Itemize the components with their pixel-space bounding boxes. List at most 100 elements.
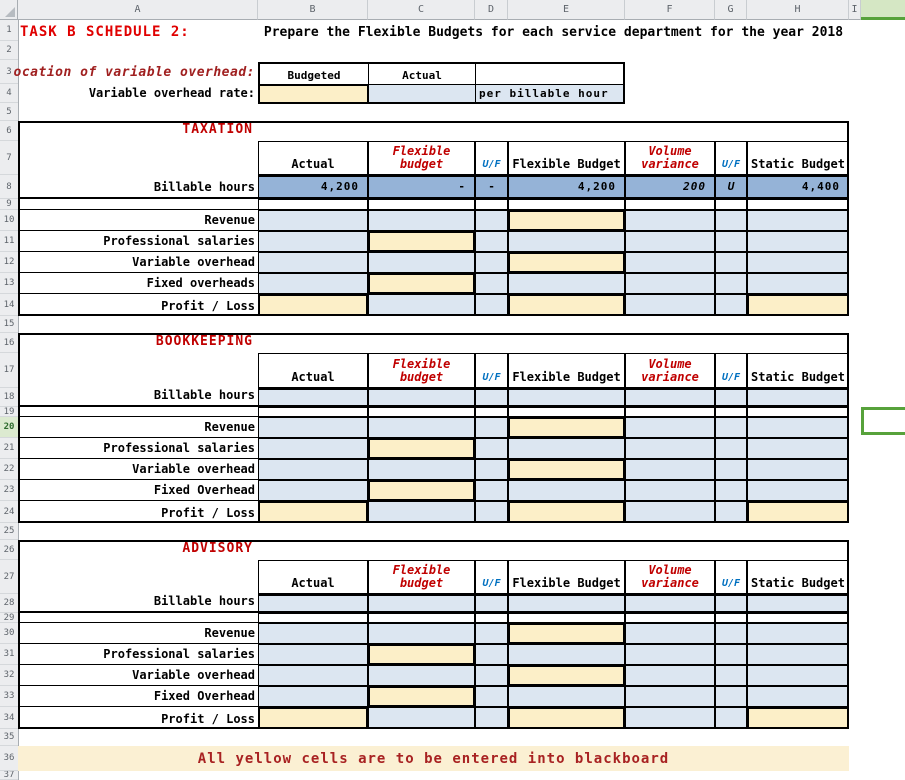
- cell-H34-advisory-input[interactable]: [747, 707, 849, 729]
- cell-G20-bookkeeping[interactable]: [715, 417, 747, 438]
- cell-H14-taxation-input[interactable]: [747, 294, 849, 316]
- row-header-22[interactable]: 22: [0, 459, 18, 480]
- cell-D11-taxation[interactable]: [475, 231, 508, 252]
- cell-G8-taxation-billable[interactable]: U: [715, 175, 747, 199]
- cell-G12-taxation[interactable]: [715, 252, 747, 273]
- cell-B22-bookkeeping[interactable]: [258, 459, 368, 480]
- row-header-24[interactable]: 24: [0, 501, 18, 523]
- cell-B11-taxation[interactable]: [258, 231, 368, 252]
- cell-C19-bookkeeping-spacer[interactable]: [368, 407, 475, 417]
- sheet-title[interactable]: Prepare the Flexible Budgets for each se…: [263, 25, 844, 40]
- cell-E33-advisory[interactable]: [508, 686, 625, 707]
- cell-F34-advisory[interactable]: [625, 707, 715, 729]
- cell-E23-bookkeeping[interactable]: [508, 480, 625, 501]
- cell-G18-bookkeeping-billable[interactable]: [715, 388, 747, 407]
- cell-C21-bookkeeping-input[interactable]: [368, 438, 475, 459]
- column-header-c[interactable]: C: [368, 0, 475, 20]
- cell-F7-taxation-header-volume-variance[interactable]: Volume variance: [625, 141, 715, 175]
- cell-C4-actual-rate-input[interactable]: [368, 84, 476, 104]
- cell-C29-advisory-spacer[interactable]: [368, 613, 475, 623]
- section-title-bookkeeping[interactable]: BOOKKEEPING: [155, 334, 253, 349]
- cell-B12-taxation[interactable]: [258, 252, 368, 273]
- section-title-taxation[interactable]: TAXATION: [182, 122, 253, 137]
- cell-E14-taxation-input[interactable]: [508, 294, 625, 316]
- cell-D20-bookkeeping[interactable]: [475, 417, 508, 438]
- banner-note[interactable]: All yellow cells are to be entered into …: [18, 746, 849, 771]
- row-header-13[interactable]: 13: [0, 273, 18, 294]
- cell-C30-advisory[interactable]: [368, 623, 475, 644]
- cell-C20-bookkeeping[interactable]: [368, 417, 475, 438]
- cell-C24-bookkeeping[interactable]: [368, 501, 475, 523]
- cell-F24-bookkeeping[interactable]: [625, 501, 715, 523]
- row-header-5[interactable]: 5: [0, 103, 18, 121]
- cell-H8-taxation-billable[interactable]: 4,400: [747, 175, 849, 199]
- cell-C14-taxation[interactable]: [368, 294, 475, 316]
- cell-B21-bookkeeping[interactable]: [258, 438, 368, 459]
- cell-F13-taxation[interactable]: [625, 273, 715, 294]
- cell-B30-advisory[interactable]: [258, 623, 368, 644]
- cell-C22-bookkeeping[interactable]: [368, 459, 475, 480]
- section-title-advisory[interactable]: ADVISORY: [182, 541, 253, 556]
- row-label-taxation-0[interactable]: Revenue: [18, 210, 258, 231]
- cell-F28-advisory-billable[interactable]: [625, 594, 715, 613]
- column-header-b[interactable]: B: [258, 0, 368, 20]
- row-label-advisory-4[interactable]: Profit / Loss: [161, 712, 255, 726]
- cell-G9-taxation-spacer[interactable]: [715, 199, 747, 210]
- cell-H31-advisory[interactable]: [747, 644, 849, 665]
- row-label-taxation-1[interactable]: Professional salaries: [18, 231, 258, 252]
- row-header-28[interactable]: 28: [0, 594, 18, 613]
- row-header-11[interactable]: 11: [0, 231, 18, 252]
- cell-H17-bookkeeping-header-static-budget[interactable]: Static Budget: [747, 353, 849, 388]
- cell-E10-taxation-input[interactable]: [508, 210, 625, 231]
- task-label[interactable]: TASK B SCHEDULE 2:: [20, 24, 190, 40]
- cell-E17-bookkeeping-header-flexible-budget-2[interactable]: Flexible Budget: [508, 353, 625, 388]
- cell-G28-advisory-billable[interactable]: [715, 594, 747, 613]
- row-header-32[interactable]: 32: [0, 665, 18, 686]
- cell-F18-bookkeeping-billable[interactable]: [625, 388, 715, 407]
- cell-E11-taxation[interactable]: [508, 231, 625, 252]
- cell-B28-advisory-billable[interactable]: [258, 594, 368, 613]
- cell-H11-taxation[interactable]: [747, 231, 849, 252]
- cell-E12-taxation-input[interactable]: [508, 252, 625, 273]
- row-header-12[interactable]: 12: [0, 252, 18, 273]
- cell-B31-advisory[interactable]: [258, 644, 368, 665]
- cell-B7-taxation-header-actual[interactable]: Actual: [258, 141, 368, 175]
- row-header-8[interactable]: 8: [0, 175, 18, 199]
- cell-F33-advisory[interactable]: [625, 686, 715, 707]
- cell-E19-bookkeeping-spacer[interactable]: [508, 407, 625, 417]
- row-header-16[interactable]: 16: [0, 333, 18, 353]
- cell-G29-advisory-spacer[interactable]: [715, 613, 747, 623]
- cell-E34-advisory-input[interactable]: [508, 707, 625, 729]
- cell-F29-advisory-spacer[interactable]: [625, 613, 715, 623]
- row-header-19[interactable]: 19: [0, 407, 18, 417]
- cell-G33-advisory[interactable]: [715, 686, 747, 707]
- cell-F27-advisory-header-volume-variance[interactable]: Volume variance: [625, 560, 715, 594]
- cell-F21-bookkeeping[interactable]: [625, 438, 715, 459]
- cell-F12-taxation[interactable]: [625, 252, 715, 273]
- row-label-bookkeeping-3[interactable]: Fixed Overhead: [18, 480, 258, 501]
- column-header-d[interactable]: D: [475, 0, 508, 20]
- select-all-corner[interactable]: [0, 0, 18, 20]
- cell-H28-advisory-billable[interactable]: [747, 594, 849, 613]
- cell-E28-advisory-billable[interactable]: [508, 594, 625, 613]
- cell-H7-taxation-header-static-budget[interactable]: Static Budget: [747, 141, 849, 175]
- cell-G23-bookkeeping[interactable]: [715, 480, 747, 501]
- cell-E13-taxation[interactable]: [508, 273, 625, 294]
- cell-C7-taxation-header-flexible-budget[interactable]: Flexible budget: [368, 141, 475, 175]
- cell-C12-taxation[interactable]: [368, 252, 475, 273]
- cell-C13-taxation-input[interactable]: [368, 273, 475, 294]
- column-header-f[interactable]: F: [625, 0, 715, 20]
- cell-E29-advisory-spacer[interactable]: [508, 613, 625, 623]
- cell-B18-bookkeeping-billable[interactable]: [258, 388, 368, 407]
- cell-F20-bookkeeping[interactable]: [625, 417, 715, 438]
- row-header-14[interactable]: 14: [0, 294, 18, 316]
- cell-D8-taxation-billable[interactable]: -: [475, 175, 508, 199]
- cell-D33-advisory[interactable]: [475, 686, 508, 707]
- cell-D28-advisory-billable[interactable]: [475, 594, 508, 613]
- cell-D10-taxation[interactable]: [475, 210, 508, 231]
- cell-H32-advisory[interactable]: [747, 665, 849, 686]
- cell-D7-taxation-header-uf-1[interactable]: U/F: [475, 141, 508, 175]
- cell-D23-bookkeeping[interactable]: [475, 480, 508, 501]
- cell-G21-bookkeeping[interactable]: [715, 438, 747, 459]
- row-header-6[interactable]: 6: [0, 121, 18, 141]
